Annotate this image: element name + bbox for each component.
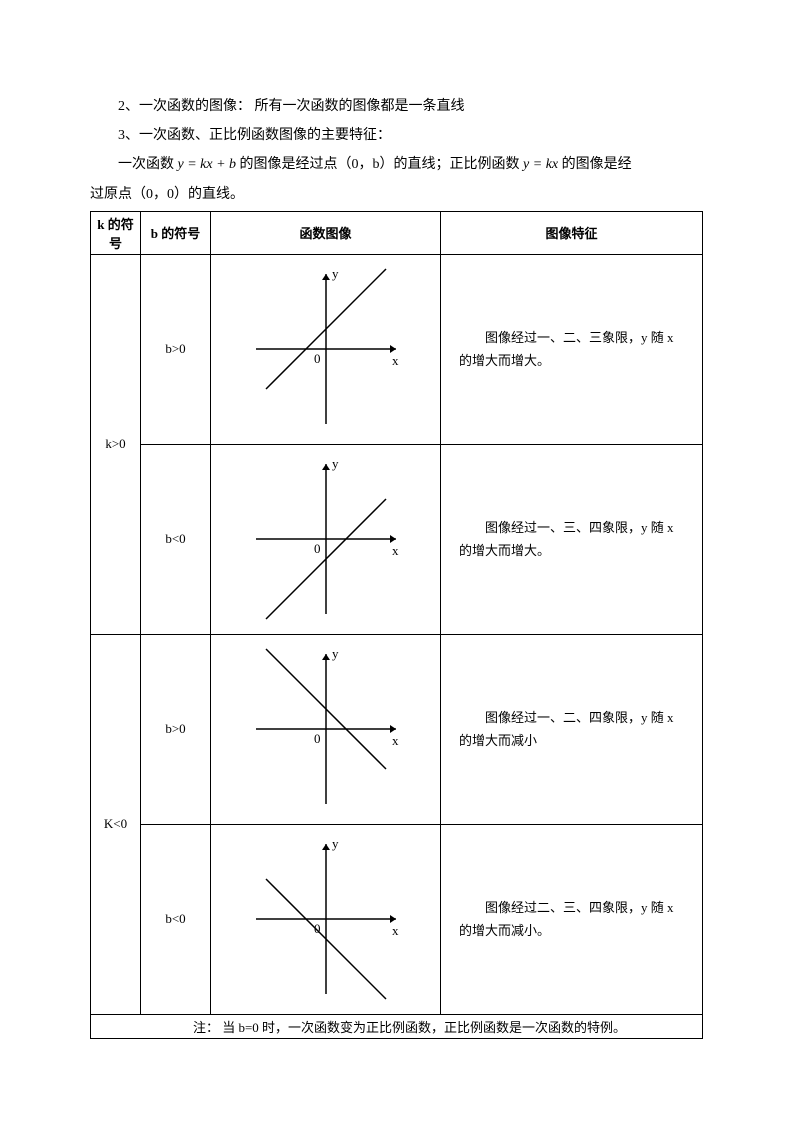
- svg-text:0: 0: [314, 921, 321, 936]
- header-k: k 的符号: [91, 211, 141, 254]
- header-graph: 函数图像: [211, 211, 441, 254]
- intro-line-4: 过原点（0，0）的直线。: [90, 182, 703, 207]
- b-cell: b<0: [141, 444, 211, 634]
- equation-2: y = kx: [523, 157, 558, 172]
- header-feature: 图像特征: [441, 211, 703, 254]
- desc-text: 图像经过一、三、四象限，y 随 x 的增大而增大。: [443, 516, 700, 563]
- text: 的图像是经: [558, 157, 632, 172]
- linear-graph-icon: y x 0: [226, 259, 426, 439]
- intro-line-1: 2、一次函数的图像： 所有一次函数的图像都是一条直线: [90, 94, 703, 119]
- table-row: k>0 b>0 y x 0 图像经过一、二、三象限，y 随 x 的增大而增大。: [91, 254, 703, 444]
- table-row: b<0 y x 0 图像经过二、三、四象限，y 随 x 的增大而减小。: [91, 824, 703, 1014]
- svg-text:0: 0: [314, 731, 321, 746]
- page-content: 2、一次函数的图像： 所有一次函数的图像都是一条直线 3、一次函数、正比例函数图…: [0, 0, 793, 1079]
- svg-text:y: y: [332, 646, 339, 661]
- graph-cell: y x 0: [211, 634, 441, 824]
- graph-cell: y x 0: [211, 824, 441, 1014]
- svg-text:x: x: [392, 923, 399, 938]
- b-cell: b<0: [141, 824, 211, 1014]
- graph-cell: y x 0: [211, 444, 441, 634]
- desc-text: 图像经过一、二、四象限，y 随 x 的增大而减小: [443, 706, 700, 753]
- table-row: K<0 b>0 y x 0 图像经过一、二、四象限，y 随 x 的增大而减小: [91, 634, 703, 824]
- svg-text:x: x: [392, 353, 399, 368]
- note-text: 注： 当 b=0 时，一次函数变为正比例函数，正比例函数是一次函数的特例。: [193, 1020, 626, 1035]
- svg-text:x: x: [392, 543, 399, 558]
- graph-cell: y x 0: [211, 254, 441, 444]
- svg-text:x: x: [392, 733, 399, 748]
- text: 的图像是经过点（0，b）的直线；正比例函数: [236, 157, 523, 172]
- svg-text:0: 0: [314, 541, 321, 556]
- note-row: 注： 当 b=0 时，一次函数变为正比例函数，正比例函数是一次函数的特例。: [91, 1014, 703, 1038]
- header-b: b 的符号: [141, 211, 211, 254]
- equation-1: y = kx + b: [178, 157, 237, 172]
- function-table: k 的符号 b 的符号 函数图像 图像特征 k>0 b>0 y x 0 图像经过…: [90, 211, 703, 1039]
- linear-graph-icon: y x 0: [226, 639, 426, 819]
- k-cell-pos: k>0: [91, 254, 141, 634]
- desc-cell: 图像经过一、三、四象限，y 随 x 的增大而增大。: [441, 444, 703, 634]
- table-row: b<0 y x 0 图像经过一、三、四象限，y 随 x 的增大而增大。: [91, 444, 703, 634]
- intro-line-2: 3、一次函数、正比例函数图像的主要特征：: [90, 123, 703, 148]
- linear-graph-icon: y x 0: [226, 449, 426, 629]
- linear-graph-icon: y x 0: [226, 829, 426, 1009]
- svg-text:y: y: [332, 836, 339, 851]
- svg-text:y: y: [332, 456, 339, 471]
- desc-text: 图像经过一、二、三象限，y 随 x 的增大而增大。: [443, 326, 700, 373]
- note-cell: 注： 当 b=0 时，一次函数变为正比例函数，正比例函数是一次函数的特例。: [91, 1014, 703, 1038]
- b-cell: b>0: [141, 634, 211, 824]
- svg-text:0: 0: [314, 351, 321, 366]
- k-cell-neg: K<0: [91, 634, 141, 1014]
- header-row: k 的符号 b 的符号 函数图像 图像特征: [91, 211, 703, 254]
- intro-line-3: 一次函数 y = kx + b 的图像是经过点（0，b）的直线；正比例函数 y …: [90, 152, 703, 177]
- text: 一次函数: [118, 157, 178, 172]
- desc-text: 图像经过二、三、四象限，y 随 x 的增大而减小。: [443, 896, 700, 943]
- b-cell: b>0: [141, 254, 211, 444]
- desc-cell: 图像经过一、二、三象限，y 随 x 的增大而增大。: [441, 254, 703, 444]
- desc-cell: 图像经过一、二、四象限，y 随 x 的增大而减小: [441, 634, 703, 824]
- svg-text:y: y: [332, 266, 339, 281]
- desc-cell: 图像经过二、三、四象限，y 随 x 的增大而减小。: [441, 824, 703, 1014]
